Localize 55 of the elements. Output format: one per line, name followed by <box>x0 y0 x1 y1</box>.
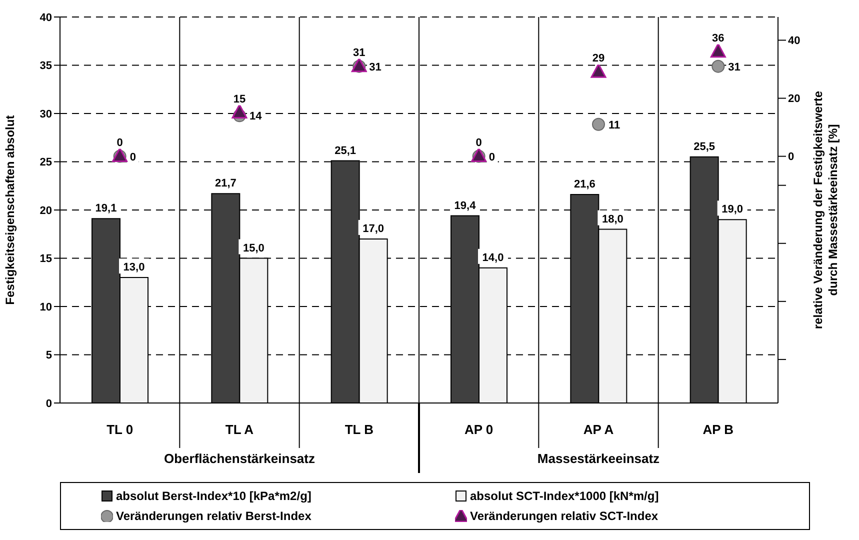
y-tick-label: 15 <box>40 253 52 266</box>
point <box>712 60 725 73</box>
data-label: 31 <box>353 46 366 59</box>
data-label: 0 <box>476 136 482 149</box>
data-label: 19,0 <box>722 204 744 216</box>
point <box>232 104 248 119</box>
y-tick-label: 5 <box>46 350 52 362</box>
data-label: 25,1 <box>334 144 356 157</box>
text: Oberflächenstärkeinsatz <box>164 451 316 466</box>
y-tick-label: 30 <box>40 108 52 120</box>
y-tick-label: 40 <box>40 12 52 24</box>
y-tick-label: 35 <box>40 60 52 72</box>
legend-label: Veränderungen relativ Berst-Index <box>116 509 312 523</box>
legend-label: Veränderungen relativ SCT-Index <box>470 509 658 523</box>
point <box>592 118 605 131</box>
y2-axis-title: relative Veränderung der Festigkeitswerte durch Massestärkeeinsatz [%] <box>811 90 840 330</box>
data-label: 31 <box>369 61 382 74</box>
data-label: 11 <box>608 119 620 132</box>
data-label: 0 <box>488 151 495 164</box>
legend-label: absolut SCT-Index*1000 [kN*m/g] <box>470 489 659 503</box>
data-label: 17,0 <box>362 222 384 235</box>
data-label: 29 <box>592 52 605 65</box>
y-tick-label: 0 <box>46 398 52 410</box>
data-label: 19,1 <box>95 202 117 215</box>
point <box>710 43 726 58</box>
y-tick-label: 10 <box>40 301 52 314</box>
y-tick-label: 20 <box>40 204 52 217</box>
data-label: 19,4 <box>454 200 477 212</box>
y-axis-title: Festigkeitseigenschaften absolut <box>3 115 17 305</box>
data-label: 0 <box>130 151 136 164</box>
y2-tick-label: 20 <box>788 93 800 106</box>
y2-tick-label: 40 <box>788 35 800 48</box>
x-tick-label: AP 0 <box>464 422 494 438</box>
data-label: 18,0 <box>602 213 624 226</box>
data-label: 15,0 <box>242 242 264 254</box>
x-tick-label: AP B <box>702 422 734 438</box>
y2-tick-label: 0 <box>788 151 794 164</box>
data-label: 0 <box>116 136 123 149</box>
x-tick-label: TL B <box>344 422 374 438</box>
y-tick-label: 25 <box>40 156 52 169</box>
legend-label: absolut Berst-Index*10 [kPa*m2/g] <box>116 489 312 503</box>
data-label: 14,0 <box>482 252 504 264</box>
data-label: 15 <box>233 93 246 106</box>
text: Massestärkeeinsatz <box>537 451 660 466</box>
data-label: 21,7 <box>214 178 236 190</box>
data-label: 36 <box>712 32 724 44</box>
x-tick-label: TL A <box>225 422 254 438</box>
x-tick-label: TL 0 <box>106 422 134 438</box>
data-label: 25,5 <box>694 140 716 153</box>
point <box>590 63 606 78</box>
data-label: 21,6 <box>574 178 596 191</box>
x-tick-label: AP A <box>583 422 614 438</box>
data-label: 31 <box>728 61 740 74</box>
data-label: 14 <box>250 110 263 123</box>
data-label: 13,0 <box>123 262 145 274</box>
